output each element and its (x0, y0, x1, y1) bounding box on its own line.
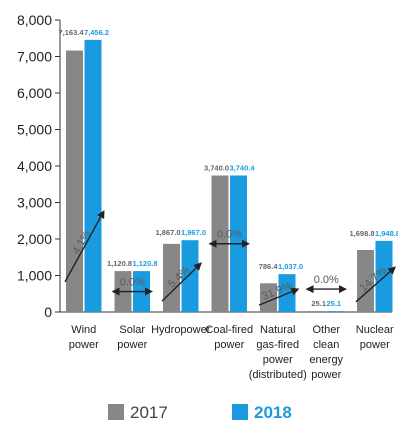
value-label-2017: 1,867.0 (155, 228, 180, 237)
bar-2017 (260, 283, 277, 312)
increase-arrow (161, 262, 202, 302)
category-label: Wind (71, 324, 96, 336)
category-label: power (214, 339, 244, 351)
increase-arrow (355, 266, 396, 303)
legend: 2017 2018 (108, 403, 292, 422)
category-label: Coal-fired (205, 324, 253, 336)
value-label-2017: 25.1 (311, 299, 326, 308)
legend-swatch (232, 404, 248, 420)
y-tick-label: 4,000 (17, 158, 52, 174)
category-label: Solar (119, 324, 145, 336)
bar-2018 (84, 39, 102, 313)
bar-2017 (308, 311, 326, 312)
increase-arrow (258, 287, 300, 306)
category-label: energy (309, 354, 343, 366)
y-tick-label: 6,000 (17, 85, 52, 101)
category-label: gas-fired (256, 339, 299, 351)
bar-2017 (66, 50, 83, 313)
category-label: power (360, 339, 390, 351)
y-tick-label: 2,000 (17, 231, 52, 247)
category-label: power (263, 354, 293, 366)
y-tick-label: 3,000 (17, 195, 52, 211)
legend-label: 2017 (130, 403, 168, 422)
y-tick-label: 8,000 (17, 12, 52, 28)
value-label-2018: 1,948.8 (375, 229, 398, 238)
bars: 7,163.4 7,456.2 1,120.8 1,120.8 1,867.0 1,967… (58, 28, 398, 313)
y-tick-label: 1,000 (17, 268, 52, 284)
category-label: Hydropower (151, 324, 211, 336)
value-label-2018: 25.1 (327, 299, 342, 308)
value-label-2018: 3,740.4 (230, 163, 256, 172)
y-axis: 0 1,000 2,000 3,000 4,000 5,000 6,000 7,000 8,00… (17, 12, 394, 381)
y-tick-label: 5,000 (17, 122, 52, 138)
change-percent-label: 0.0% (217, 229, 242, 241)
y-tick-label: 0 (44, 304, 52, 320)
value-label-2017: 3,740.0 (204, 163, 229, 172)
category-label: Natural (260, 324, 295, 336)
category-label: (distributed) (249, 369, 307, 381)
value-label-2018: 1,120.8 (133, 259, 158, 268)
value-label-2018: 1,037.0 (278, 262, 303, 271)
value-label-2017: 1,698.8 (349, 229, 374, 238)
category-label: power (117, 339, 147, 351)
bar-2018 (327, 311, 344, 312)
category-label: power (311, 369, 341, 381)
value-label-2017: 7,163.4 (58, 28, 84, 37)
legend-swatch (108, 404, 124, 420)
value-label-2017: 1,120.8 (107, 259, 132, 268)
change-percent-label: 0.0% (120, 277, 145, 289)
y-tick-label: 7,000 (17, 49, 52, 65)
value-label-2018: 1,967.0 (181, 228, 206, 237)
category-label: Nuclear (356, 324, 394, 336)
category-label: Other (312, 324, 340, 336)
value-label-2018: 7,456.2 (84, 28, 109, 37)
category-label: power (69, 339, 99, 351)
value-label-2017: 786.4 (259, 262, 279, 271)
category-label: clean (313, 339, 339, 351)
legend-label: 2018 (254, 403, 292, 422)
change-percent-label: 0.0% (314, 274, 339, 286)
increase-arrow (64, 210, 105, 283)
bar-2018 (181, 240, 199, 312)
bar-2017 (163, 243, 180, 312)
